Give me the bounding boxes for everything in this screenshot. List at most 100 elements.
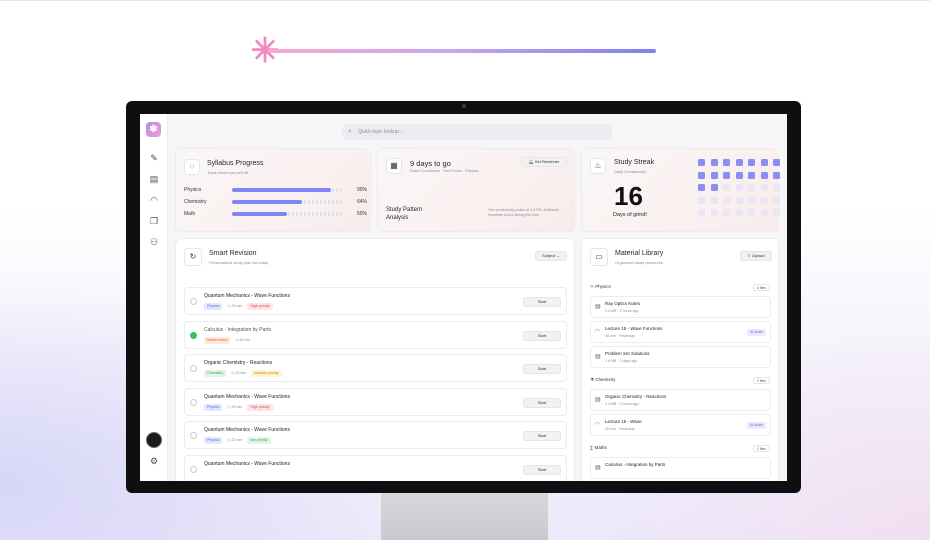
task-checkbox[interactable] xyxy=(190,298,197,305)
chevron-down-icon: ⌄ xyxy=(556,253,560,258)
syllabus-progress-card: ◌ Syllabus Progress Track where you left… xyxy=(175,148,371,232)
task-checkbox[interactable] xyxy=(190,398,197,406)
file-item[interactable]: ▤ Ray Optics Notes 2.4 MB · 2 hours ago xyxy=(590,296,771,318)
library-title: Material Library xyxy=(615,250,664,257)
file-item[interactable]: ▤ Problem Set Solutions 1.8 MB · 3 days ag… xyxy=(590,346,771,368)
upload-button[interactable]: ⇪ Upload xyxy=(740,251,772,261)
library-section-header: ∑ Maths 2 files xyxy=(590,445,770,453)
file-meta: 2.4 MB · 2 hours ago xyxy=(605,402,639,406)
streak-cell xyxy=(710,184,718,191)
subject-tag: Physics xyxy=(204,437,223,444)
copy-icon[interactable]: ❐ xyxy=(149,216,159,226)
file-meta: 45 min · Yesterday xyxy=(605,334,635,338)
progress-circle-icon: ◌ xyxy=(184,159,200,175)
file-item[interactable]: ◠ Lecture 15 - Wave Functions 45 min · Yes… xyxy=(590,321,771,343)
set-reminder-label: Set Reminder xyxy=(534,159,560,164)
search-input[interactable]: ⌕ Quick topic lookup... xyxy=(342,124,612,140)
progress-row-chemistry: Chemistry 64% xyxy=(184,198,369,206)
task-tags: Physics ◷ 25 min High priority xyxy=(204,303,276,310)
atom-icon: ⚛ xyxy=(590,284,596,289)
streak-cell xyxy=(735,171,743,179)
task-checkbox[interactable] xyxy=(190,365,197,372)
task-checkbox[interactable] xyxy=(190,465,197,473)
study-pattern-text: Your productivity peaks at 2-4 PM. Sched… xyxy=(488,208,559,217)
file-item[interactable]: ▤ Organic Chemistry - Reactions 2.4 MB · 2… xyxy=(590,389,771,411)
file-name: Problem Set Solutions xyxy=(605,351,650,356)
settings-icon[interactable]: ⚙ xyxy=(149,456,159,466)
section-name: Chemistry xyxy=(595,377,616,382)
percent-label: 64% xyxy=(356,199,367,205)
task-row[interactable]: Quantum Mechanics - Wave Functions Physic… xyxy=(184,387,567,416)
subject-tag: Physics xyxy=(204,403,223,411)
duration-value: 65 min xyxy=(239,337,251,342)
streak-cell xyxy=(698,196,705,204)
duration-label: ◷ 65 min xyxy=(233,337,252,344)
revision-title: Smart Revision xyxy=(209,250,257,257)
file-item[interactable]: ▤ Calculus - Integration by Parts xyxy=(590,457,771,479)
file-name: Organic Chemistry - Reactions xyxy=(605,394,667,399)
document-icon[interactable]: ▤ xyxy=(149,174,159,184)
streak-cell xyxy=(698,159,705,166)
streak-cell xyxy=(698,171,705,179)
folder-icon: ▭ xyxy=(590,248,608,266)
streak-cell xyxy=(723,196,730,204)
ai-audio-badge[interactable]: AI Audio xyxy=(746,329,766,336)
task-row[interactable]: Calculus - Integration by Parts Mathemati… xyxy=(184,320,567,349)
task-row[interactable]: Quantum Mechanics - Wave Functions Start xyxy=(184,454,567,481)
progress-row-math: Math 50% xyxy=(184,210,369,218)
start-button[interactable]: Start xyxy=(523,397,561,408)
file-name: Calculus - Integration by Parts xyxy=(605,462,666,467)
clock-icon: ◷ xyxy=(227,438,232,442)
sigma-icon: ∑ xyxy=(590,445,595,450)
task-tags: Physics ◷ 25 min High priority xyxy=(204,403,276,411)
file-item[interactable]: ◠ Lecture 15 - Wave 45 min · Yesterday AI A… xyxy=(590,414,771,436)
streak-cell xyxy=(710,171,718,179)
duration-label: ◷ 25 min xyxy=(225,303,244,310)
streak-title: Study Streak xyxy=(614,159,655,166)
task-row[interactable]: Quantum Mechanics - Wave Functions Physic… xyxy=(184,421,567,449)
streak-cell xyxy=(735,196,743,204)
streak-cell xyxy=(735,184,743,191)
app-logo-icon[interactable]: ✱ xyxy=(146,122,161,137)
pencil-icon[interactable]: ✎ xyxy=(150,153,158,163)
subject-tag: Mathematics xyxy=(204,336,231,344)
subject-filter-dropdown[interactable]: Subject ⌄ xyxy=(535,251,567,261)
section-name: Maths xyxy=(594,445,607,450)
task-checkbox[interactable] xyxy=(190,331,197,339)
streak-cell xyxy=(760,171,768,179)
sidebar: ✱ ✎ ▤ ◠ ❐ ⚇ ⚙ xyxy=(140,114,168,481)
ai-audio-badge[interactable]: AI Audio xyxy=(746,422,766,429)
start-button[interactable]: Start xyxy=(523,364,561,374)
task-name: Quantum Mechanics - Wave Functions xyxy=(204,460,290,467)
users-icon[interactable]: ⚇ xyxy=(149,237,159,247)
task-checkbox[interactable] xyxy=(190,432,197,439)
task-name: Quantum Mechanics - Wave Functions xyxy=(204,427,290,433)
priority-tag: medium priority xyxy=(251,370,282,377)
streak-cell xyxy=(748,184,755,191)
file-name: Lecture 15 - Wave Functions xyxy=(605,326,663,331)
start-button[interactable]: Start xyxy=(523,464,561,475)
bell-icon: 🔔︎ xyxy=(528,159,534,164)
streak-cell xyxy=(773,184,780,191)
task-name: Quantum Mechanics - Wave Functions xyxy=(204,293,290,299)
set-reminder-button[interactable]: 🔔︎ Set Reminder xyxy=(521,157,567,167)
start-button[interactable]: Start xyxy=(523,330,561,341)
avatar[interactable] xyxy=(146,432,162,448)
exam-countdown-card: ▦ 9 days to go Exam Countdown · Next Exa… xyxy=(377,148,575,232)
headphones-icon[interactable]: ◠ xyxy=(150,195,158,205)
upload-label: Upload xyxy=(751,253,765,258)
task-name: Quantum Mechanics - Wave Functions xyxy=(204,393,290,400)
start-button[interactable]: Start xyxy=(523,297,561,307)
revision-subtitle: Personalized study plan for today xyxy=(209,260,269,265)
streak-cell xyxy=(773,209,780,216)
start-button[interactable]: Start xyxy=(523,431,561,441)
study-pattern-title: Study Pattern Analysis xyxy=(386,207,423,221)
duration-label: ◷ 25 min xyxy=(225,437,244,444)
task-row[interactable]: Quantum Mechanics - Wave Functions Physic… xyxy=(184,287,567,315)
file-count-badge: 3 files xyxy=(752,284,770,291)
task-row[interactable]: Organic Chemistry - Reactions Chemistry ◷ … xyxy=(184,354,567,382)
priority-tag: High priority xyxy=(247,403,273,411)
task-tags: Chemistry ◷ 25 min medium priority xyxy=(204,370,285,377)
task-name: Organic Chemistry - Reactions xyxy=(204,360,273,366)
monitor-stand xyxy=(381,493,548,540)
